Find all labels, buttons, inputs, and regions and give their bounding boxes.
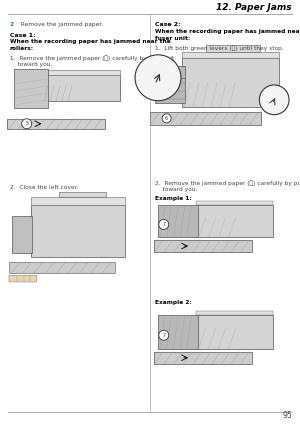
Text: 1.  Lift both green levers (⓹) until they stop.: 1. Lift both green levers (⓹) until they…	[155, 45, 284, 50]
Bar	[182, 52, 279, 58]
Bar	[158, 315, 198, 349]
Bar	[182, 58, 279, 107]
Text: 95: 95	[282, 411, 292, 420]
FancyBboxPatch shape	[9, 275, 37, 282]
Text: 5: 5	[25, 121, 28, 126]
Bar	[42, 70, 120, 75]
Circle shape	[135, 55, 181, 101]
Text: 1.  Remove the jammed paper (⓸) carefully by pulling it
    toward you.: 1. Remove the jammed paper (⓸) carefully…	[10, 55, 174, 67]
Circle shape	[259, 85, 289, 114]
Bar	[155, 66, 185, 103]
Circle shape	[162, 114, 171, 123]
Text: 2.  Close the left cover.: 2. Close the left cover.	[10, 185, 78, 190]
Text: Case 2:: Case 2:	[155, 22, 181, 27]
Text: Example 1:: Example 1:	[155, 196, 192, 201]
Circle shape	[159, 220, 169, 229]
Text: 7: 7	[162, 333, 165, 338]
Bar	[196, 311, 273, 315]
Bar	[196, 205, 273, 237]
Text: Example 2:: Example 2:	[155, 300, 192, 305]
Text: When the recording paper has jammed near the
rollers:: When the recording paper has jammed near…	[10, 39, 171, 50]
Bar	[9, 262, 115, 273]
Bar	[42, 75, 120, 101]
Text: 7: 7	[162, 222, 165, 227]
Bar	[206, 45, 260, 52]
Bar	[196, 201, 273, 205]
Bar	[158, 205, 198, 237]
Bar	[14, 69, 48, 108]
Text: 2.  Remove the jammed paper (⓺) carefully by pulling it
    toward you.: 2. Remove the jammed paper (⓺) carefully…	[155, 180, 300, 192]
Bar	[59, 192, 106, 198]
Bar	[12, 216, 32, 253]
Bar	[31, 205, 124, 257]
Text: 12. Paper Jams: 12. Paper Jams	[216, 3, 292, 12]
Text: 6: 6	[165, 116, 168, 121]
Text: 2: 2	[10, 22, 14, 27]
Bar	[150, 112, 261, 125]
Bar	[7, 118, 105, 129]
Bar	[154, 240, 251, 252]
Bar	[196, 315, 273, 349]
Bar	[154, 352, 251, 364]
Circle shape	[159, 330, 169, 340]
Text: When the recording paper has jammed near the
fuser unit:: When the recording paper has jammed near…	[155, 29, 300, 41]
Text: Case 1:: Case 1:	[10, 33, 36, 38]
Text: Remove the jammed paper.: Remove the jammed paper.	[17, 22, 103, 27]
Circle shape	[22, 119, 32, 129]
Bar	[31, 198, 124, 205]
